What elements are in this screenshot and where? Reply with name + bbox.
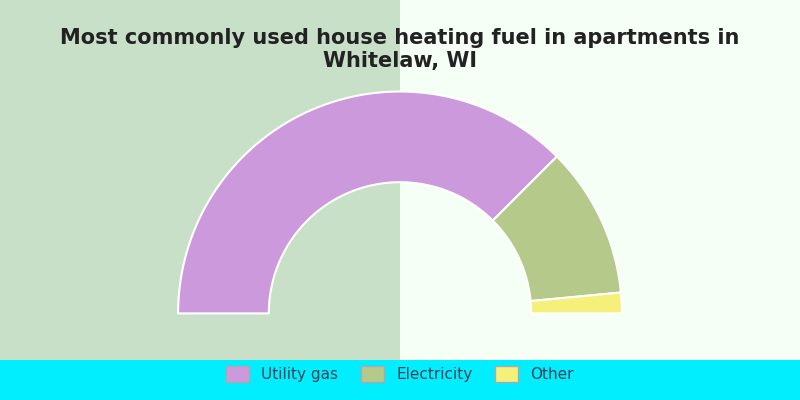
Polygon shape <box>530 292 622 314</box>
Polygon shape <box>493 156 621 301</box>
Legend: Utility gas, Electricity, Other: Utility gas, Electricity, Other <box>220 360 580 388</box>
Polygon shape <box>178 92 557 314</box>
Text: Most commonly used house heating fuel in apartments in Whitelaw, WI: Most commonly used house heating fuel in… <box>60 28 740 71</box>
